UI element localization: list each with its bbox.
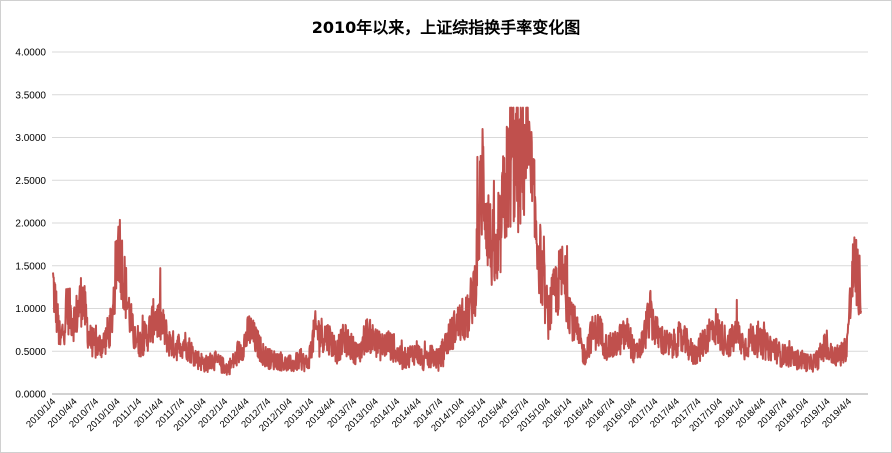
y-tick-label: 1.5000 <box>15 261 46 272</box>
y-tick-label: 0.5000 <box>15 347 46 358</box>
y-tick-label: 3.5000 <box>15 90 46 101</box>
y-tick-label: 0.0000 <box>15 390 46 401</box>
y-tick-label: 1.0000 <box>15 304 46 315</box>
x-axis-ticks: 2010/1/42010/4/42010/7/42010/10/42011/1/… <box>24 396 854 434</box>
chart-title: 2010年以来，上证综指换手率变化图 <box>311 18 581 37</box>
turnover-rate-line <box>52 106 862 376</box>
y-tick-label: 2.0000 <box>15 219 46 230</box>
y-tick-label: 2.5000 <box>15 176 46 187</box>
y-axis-ticks: 0.0000 0.5000 1.0000 1.5000 2.0000 2.5000 3.00… <box>15 48 46 401</box>
y-tick-label: 4.0000 <box>15 48 46 59</box>
y-tick-label: 3.0000 <box>15 133 46 144</box>
